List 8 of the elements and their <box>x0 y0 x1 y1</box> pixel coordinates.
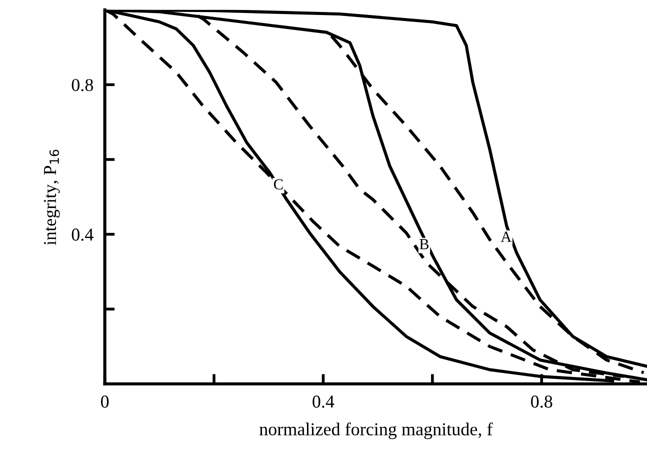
annotation: A <box>500 232 512 242</box>
annotation: B <box>420 239 429 250</box>
x-tick-label: 0 <box>100 396 109 408</box>
y-axis-title: integrity, P$_{16}$ <box>44 150 60 246</box>
x-tick-label: 0.4 <box>312 396 334 408</box>
x-axis-title: normalized forcing magnitude, f <box>260 422 493 440</box>
x-tick-label: 0.8 <box>531 396 552 408</box>
annotation: C <box>274 179 283 190</box>
